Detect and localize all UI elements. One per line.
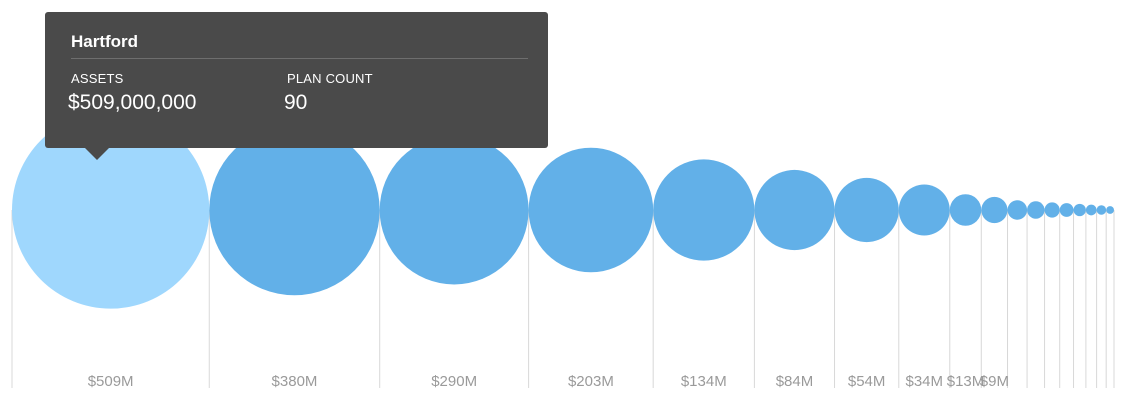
bubble-5[interactable]: [754, 169, 835, 251]
x-tick-label: $54M: [848, 373, 886, 390]
x-tick-label: $13M: [947, 373, 985, 390]
x-tick-label: $84M: [776, 373, 814, 390]
tooltip-title: Hartford: [71, 32, 139, 51]
x-tick-label: $509M: [88, 373, 134, 390]
bubble-16[interactable]: [1096, 205, 1107, 215]
bubble-7[interactable]: [898, 184, 950, 236]
x-tick-label: $34M: [906, 373, 944, 390]
bubble-12[interactable]: [1044, 202, 1060, 218]
tooltip-assets-value: $509,000,000: [68, 91, 197, 114]
tooltip-assets-label: ASSETS: [71, 71, 124, 86]
tooltip-divider: [71, 58, 528, 59]
tooltip-assets: ASSETS $509,000,000: [68, 71, 284, 115]
tooltip-plan-count-value: 90: [284, 91, 308, 114]
bubble-17[interactable]: [1106, 206, 1114, 214]
x-tick-label: $380M: [272, 373, 318, 390]
bubble-8[interactable]: [949, 194, 982, 226]
x-tick-label: $134M: [681, 373, 727, 390]
bubble-13[interactable]: [1059, 203, 1074, 217]
bubble-4[interactable]: [653, 159, 755, 261]
bubble-0[interactable]: [12, 111, 210, 309]
x-tick-label: $9M: [980, 373, 1009, 390]
tooltip: Hartford ASSETS $509,000,000 PLAN COUNT …: [45, 12, 548, 160]
bubble-10[interactable]: [1007, 200, 1028, 220]
bubble-2[interactable]: [379, 135, 529, 285]
bubble-6[interactable]: [834, 177, 899, 243]
bubble-14[interactable]: [1073, 203, 1086, 217]
bubble-1[interactable]: [209, 124, 380, 296]
bubble-9[interactable]: [981, 196, 1008, 224]
tooltip-plan-count: PLAN COUNT 90: [284, 71, 373, 115]
bubble-15[interactable]: [1085, 204, 1097, 216]
x-tick-label: $203M: [568, 373, 614, 390]
bubble-3[interactable]: [528, 147, 654, 273]
bubble-11[interactable]: [1027, 201, 1045, 219]
x-tick-label: $290M: [431, 373, 477, 390]
tooltip-plan-count-label: PLAN COUNT: [287, 71, 373, 86]
